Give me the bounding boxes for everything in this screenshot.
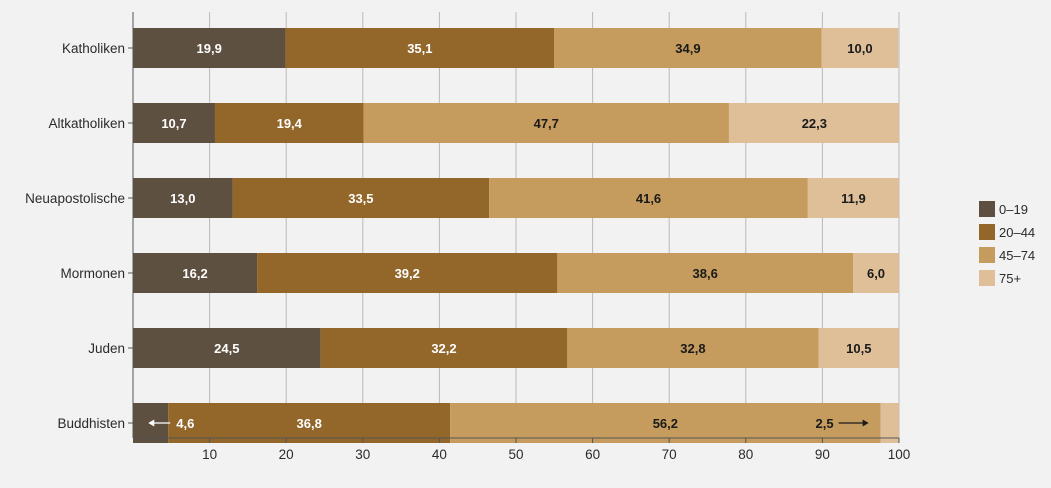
data-label: 10,0	[847, 41, 872, 56]
category-label: Altkatholiken	[48, 116, 125, 131]
bar-segment	[168, 403, 451, 443]
data-label: 19,4	[277, 116, 303, 131]
legend: 0–19 20–44 45–74 75+	[979, 201, 1035, 286]
data-label: 10,7	[161, 116, 186, 131]
data-label: 19,9	[197, 41, 222, 56]
data-label: 32,8	[680, 341, 705, 356]
bar-segment	[133, 28, 286, 68]
legend-swatch	[979, 201, 995, 217]
legend-label: 75+	[999, 271, 1021, 286]
x-tick-label: 90	[815, 447, 830, 462]
legend-label: 20–44	[999, 225, 1035, 240]
data-label: 56,2	[653, 416, 678, 431]
data-label: 32,2	[431, 341, 456, 356]
bar-segment	[853, 253, 899, 293]
bar-segment	[214, 103, 364, 143]
callout-arrowhead-left	[148, 419, 155, 427]
callout-arrowhead-right	[862, 419, 869, 427]
grid-lines	[209, 12, 900, 438]
category-label: Buddhisten	[57, 416, 125, 431]
data-label: 34,9	[675, 41, 700, 56]
bar-segment	[567, 328, 819, 368]
x-tick-label: 20	[279, 447, 294, 462]
bar-segment	[133, 328, 321, 368]
data-label: 36,8	[297, 416, 322, 431]
bar-segment	[133, 253, 258, 293]
bar-segment	[320, 328, 568, 368]
data-label: 6,0	[867, 266, 885, 281]
bar-segment	[232, 178, 490, 218]
bars: 19,9 35,1 34,9 10,0 10,7 19,4 47,7 22,3 13,0 33,5…	[133, 28, 899, 443]
x-tick-label: 70	[662, 447, 677, 462]
category-labels: Katholiken Altkatholiken Neuapostolische Mo…	[25, 41, 125, 431]
legend-label: 0–19	[999, 202, 1028, 217]
x-tick-label: 50	[508, 447, 523, 462]
data-label: 11,9	[841, 191, 866, 206]
x-tick-labels: 10 20 30 40 50 60 70 80 90 100	[202, 447, 910, 462]
bar-segment	[450, 403, 881, 443]
data-label: 16,2	[182, 266, 207, 281]
category-label: Mormonen	[60, 266, 125, 281]
data-label: 47,7	[534, 116, 559, 131]
bar-segment	[554, 28, 822, 68]
bar-segment	[133, 103, 215, 143]
bar-segment	[821, 28, 899, 68]
x-tick-label: 40	[432, 447, 447, 462]
data-label: 22,3	[802, 116, 827, 131]
legend-label: 45–74	[999, 248, 1035, 263]
x-tick-label: 80	[738, 447, 753, 462]
data-label: 2,5	[816, 416, 834, 431]
bar-segment	[257, 253, 558, 293]
data-label: 38,6	[693, 266, 718, 281]
bar-segment	[807, 178, 899, 218]
bar-segment	[880, 403, 899, 443]
legend-swatch	[979, 270, 995, 286]
data-label: 39,2	[395, 266, 420, 281]
bar-segment	[818, 328, 899, 368]
legend-swatch	[979, 247, 995, 263]
x-tick-label: 30	[355, 447, 370, 462]
data-label: 10,5	[846, 341, 871, 356]
bar-segment	[728, 103, 899, 143]
legend-swatch	[979, 224, 995, 240]
data-label: 41,6	[636, 191, 661, 206]
data-label: 4,6	[176, 416, 194, 431]
category-label: Juden	[88, 341, 125, 356]
axes	[128, 12, 900, 443]
bar-segment	[285, 28, 555, 68]
x-tick-label: 10	[202, 447, 217, 462]
data-label: 13,0	[170, 191, 195, 206]
x-tick-label: 100	[888, 447, 911, 462]
bar-segment	[489, 178, 808, 218]
x-tick-label: 60	[585, 447, 600, 462]
bar-segment	[363, 103, 729, 143]
category-label: Neuapostolische	[25, 191, 125, 206]
data-label: 35,1	[407, 41, 432, 56]
bar-segment	[133, 178, 233, 218]
category-label: Katholiken	[62, 41, 125, 56]
bar-segment	[557, 253, 854, 293]
data-label: 24,5	[214, 341, 239, 356]
data-label: 33,5	[348, 191, 373, 206]
